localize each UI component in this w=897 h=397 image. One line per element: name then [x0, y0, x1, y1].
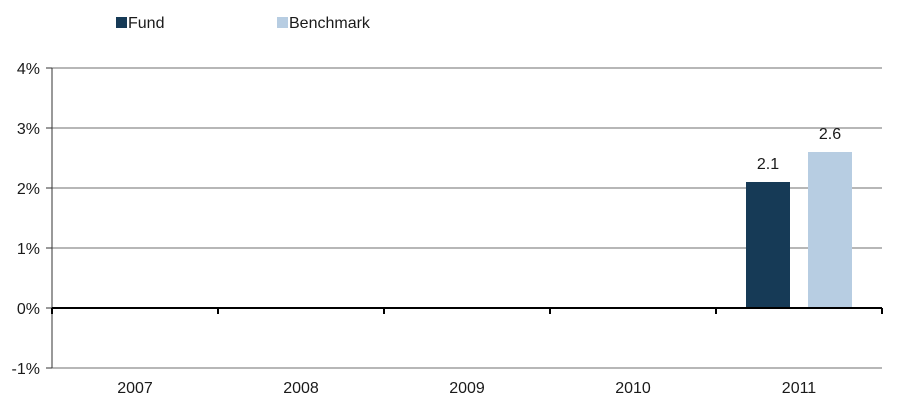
legend-swatch-fund [116, 17, 127, 28]
x-axis-ticks: 2007 2008 2009 2010 2011 [51, 308, 883, 397]
data-label-benchmark-2011: 2.6 [819, 126, 841, 143]
legend: Fund Benchmark [116, 15, 371, 32]
legend-label-benchmark: Benchmark [289, 15, 371, 32]
legend-swatch-benchmark [277, 17, 288, 28]
x-tick-label: 2011 [782, 380, 817, 397]
legend-label-fund: Fund [128, 15, 164, 32]
y-tick-label: 4% [17, 61, 40, 78]
y-axis-ticks: 4% 3% 2% 1% 0% -1% [12, 61, 52, 378]
x-tick-label: 2007 [117, 380, 153, 397]
data-labels: 2.1 2.6 [757, 126, 841, 173]
x-tick-label: 2008 [283, 380, 319, 397]
x-tick-label: 2009 [449, 380, 485, 397]
y-tick-label: 1% [17, 241, 40, 258]
y-tick-label: -1% [12, 361, 40, 378]
y-tick-label: 0% [17, 301, 40, 318]
axes [51, 68, 882, 368]
y-tick-label: 2% [17, 181, 40, 198]
data-label-fund-2011: 2.1 [757, 156, 779, 173]
x-tick-label: 2010 [615, 380, 651, 397]
bar-fund-2011 [746, 182, 790, 308]
bar-benchmark-2011 [808, 152, 852, 308]
grid [52, 67, 882, 369]
y-tick-label: 3% [17, 121, 40, 138]
bars [746, 152, 852, 308]
